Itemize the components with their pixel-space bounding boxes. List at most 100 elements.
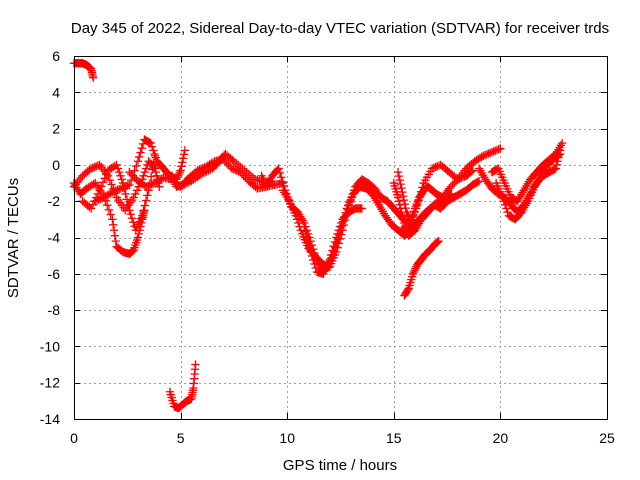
data-point [413,200,422,209]
y-tick-label: -4 [48,230,61,246]
axis-ticks [74,56,608,420]
series-arc-k [300,204,366,278]
data-point-dense [396,179,405,189]
data-point [398,187,407,197]
x-tick-label: 15 [386,430,402,446]
x-tick-label: 10 [279,430,295,446]
data-point-dense [126,210,135,219]
y-tick-label: -8 [48,302,61,318]
data-point-dense [399,218,409,228]
y-tick-label: -6 [48,266,61,282]
y-tick-label: 0 [52,157,60,173]
data-point-dense [132,161,141,171]
data-point-dense [151,153,161,162]
data-point-dense [294,218,303,228]
data-point [558,138,567,148]
data-point-dense [104,205,114,215]
y-tick-label: 6 [52,48,60,64]
x-axis-label: GPS time / hours [283,457,397,474]
data-point-dense [136,148,145,157]
data-point [138,211,147,220]
data-point [474,177,484,186]
data-point-dense [135,152,144,162]
series-arc-m [398,177,484,240]
data-point-dense [418,183,427,192]
data-point-dense [110,231,120,240]
data-point-dense [179,150,189,159]
data-point-dense [124,200,133,209]
data-point [332,233,341,242]
data-point-dense [309,255,318,265]
chart-title: Day 345 of 2022, Sidereal Day-to-day VTE… [71,20,609,37]
data-point-dense [416,187,426,196]
data-point-dense [467,167,476,176]
data-point-dense [502,204,511,213]
data-point-dense [141,196,151,205]
data-point-dense [399,215,408,224]
data-point-dense [178,158,187,167]
data-point-dense [109,226,119,235]
data-point-dense [334,226,343,235]
data-point-dense [326,250,336,260]
data-point [274,164,283,173]
series-arc-r [487,138,567,206]
data-point-dense [147,142,157,151]
data-point-dense [143,191,152,200]
data-point-dense [177,162,186,171]
data-point [155,182,164,191]
y-tick-label: 4 [52,84,60,100]
data-point-dense [140,168,149,177]
data-point [191,360,200,369]
data-point-dense [330,237,340,247]
data-point-dense [279,181,288,191]
data-point [112,160,121,170]
data-point [133,157,143,166]
data-point-dense [409,211,418,220]
data-point-dense [415,191,424,201]
y-tick-label: -12 [40,375,60,391]
data-point [306,247,315,257]
y-tick-label: -2 [48,193,61,209]
data-point-dense [394,197,404,206]
data-point [108,215,117,224]
data-point-dense [407,215,417,224]
data-point [146,138,155,148]
data-point [291,211,300,220]
y-axis-label: SDTVAR / TECUs [5,178,22,298]
data-point-dense [328,246,337,255]
data-point [325,255,334,264]
x-tick-label: 0 [70,430,78,446]
data-point-dense [400,199,410,209]
data-point-dense [302,232,311,241]
data-point-dense [301,227,310,236]
data-point-dense [111,236,120,246]
data-point-dense [278,177,287,186]
data-point-dense [303,237,313,247]
data-point-dense [552,160,561,170]
data-point [434,236,443,246]
data-point-dense [395,175,404,185]
data-point-dense [399,195,409,205]
data-point-dense [179,154,188,163]
data-point-dense [105,175,114,185]
data-point [393,193,403,202]
data-point [496,144,505,153]
data-point-dense [277,173,286,182]
data-point-dense [550,165,559,174]
data-point [125,206,134,215]
data-point-dense [113,164,123,173]
data-point-dense [333,229,342,239]
data-point-dense [129,218,138,227]
y-tick-label: -10 [40,338,60,354]
data-point-dense [117,175,126,184]
data-point-dense [394,172,404,181]
series-arc-h [165,360,200,413]
data-point-dense [107,180,116,189]
data-point [89,73,98,82]
data-point-dense [137,144,146,153]
y-tick-label: -14 [40,411,60,427]
x-tick-label: 25 [599,430,615,446]
data-point-dense [150,149,159,159]
